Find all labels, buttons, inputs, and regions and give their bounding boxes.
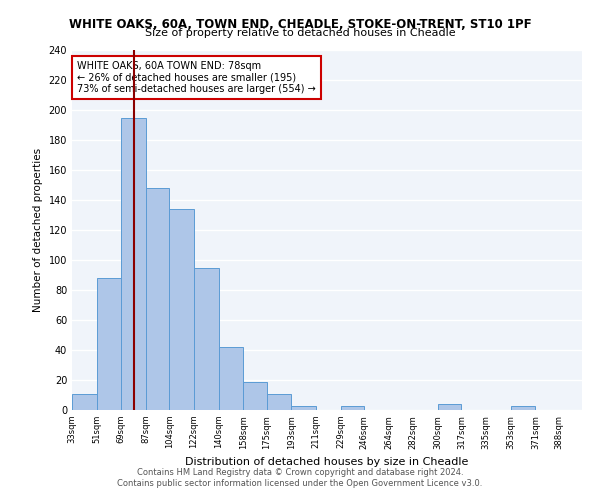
Text: WHITE OAKS, 60A, TOWN END, CHEADLE, STOKE-ON-TRENT, ST10 1PF: WHITE OAKS, 60A, TOWN END, CHEADLE, STOK… (68, 18, 532, 30)
Bar (97, 278, 121, 410)
Y-axis label: Number of detached properties: Number of detached properties (33, 148, 43, 312)
Bar (194, 268, 218, 410)
Bar (72, 394, 97, 410)
Bar (244, 382, 266, 410)
Text: Contains HM Land Registry data © Crown copyright and database right 2024.
Contai: Contains HM Land Registry data © Crown c… (118, 468, 482, 487)
Bar (292, 406, 316, 410)
X-axis label: Distribution of detached houses by size in Cheadle: Distribution of detached houses by size … (185, 457, 469, 467)
Text: WHITE OAKS, 60A TOWN END: 78sqm
← 26% of detached houses are smaller (195)
73% o: WHITE OAKS, 60A TOWN END: 78sqm ← 26% of… (77, 61, 316, 94)
Bar (169, 209, 194, 410)
Text: Size of property relative to detached houses in Cheadle: Size of property relative to detached ho… (145, 28, 455, 38)
Bar (511, 406, 535, 410)
Bar (266, 394, 292, 410)
Bar (438, 404, 461, 410)
Bar (121, 118, 146, 410)
Bar (341, 406, 364, 410)
Bar (146, 188, 169, 410)
Bar (218, 347, 244, 410)
